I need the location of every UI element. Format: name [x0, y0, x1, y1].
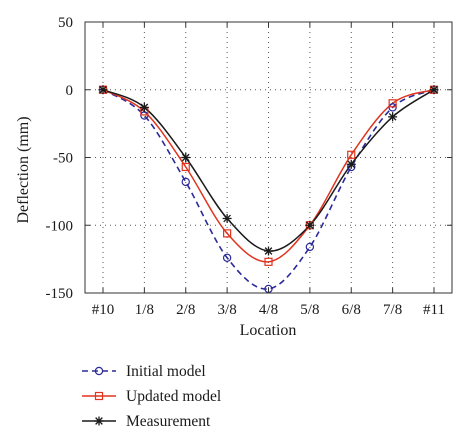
y-tick-label: -150	[46, 286, 74, 302]
marker-measurement	[305, 220, 315, 230]
x-axis-label: Location	[240, 322, 297, 339]
series-line-measurement	[102, 89, 435, 252]
marker-measurement	[98, 85, 108, 95]
marker-measurement	[139, 102, 149, 112]
x-tick-label: 5/8	[300, 302, 319, 318]
legend-label-measurement: Measurement	[126, 413, 211, 430]
y-axis-label: Deflection (mm)	[15, 116, 32, 223]
x-tick-label: #11	[423, 302, 445, 318]
legend-symbol-initial-model	[82, 366, 116, 376]
y-tick-label: 50	[58, 15, 73, 31]
marker-measurement	[181, 153, 191, 162]
marker-measurement	[429, 85, 439, 95]
marker-measurement	[346, 159, 356, 169]
legend-item-initial-model: Initial model	[82, 363, 206, 380]
series-line-initial-model	[102, 89, 435, 290]
marker-measurement	[222, 213, 232, 223]
x-tick-label: 6/8	[342, 302, 361, 318]
y-tick-label: 0	[66, 83, 74, 99]
x-tick-label: 2/8	[176, 302, 195, 318]
x-tick-label: 7/8	[383, 302, 402, 318]
legend-label-initial-model: Initial model	[126, 363, 206, 380]
marker-measurement	[388, 112, 398, 122]
marker-initial-model	[181, 177, 190, 187]
legend-item-updated-model: Updated model	[82, 388, 221, 405]
marker-updated-model	[347, 150, 356, 159]
x-tick-label: #10	[92, 302, 115, 318]
legend-marker	[94, 391, 104, 401]
marker-updated-model	[388, 99, 397, 108]
marker-updated-model	[181, 162, 190, 172]
legend-label-updated-model: Updated model	[126, 388, 221, 405]
marker-measurement	[264, 246, 273, 256]
legend-marker	[94, 366, 104, 376]
x-tick-label: 4/8	[259, 302, 278, 318]
marker-updated-model	[223, 229, 232, 238]
series-markers	[98, 85, 439, 294]
marker-initial-model	[305, 242, 315, 252]
marker-updated-model	[264, 257, 273, 266]
marker-initial-model	[222, 253, 232, 262]
y-tick-label: -50	[53, 151, 73, 167]
x-tick-label: 1/8	[135, 302, 154, 318]
y-tick-label: -100	[46, 218, 74, 234]
axis-ticks: #10 1/8 2/8 3/8 4/8 5/8 6/8 7/8 #11 50 0 -50 -100 -15…	[46, 15, 452, 318]
legend-symbol-updated-model	[82, 391, 116, 401]
legend-marker	[94, 416, 104, 426]
x-tick-label: 3/8	[218, 302, 237, 318]
series-lines	[102, 89, 435, 290]
series-line-updated-model	[102, 89, 435, 263]
legend: Initial model Updated model Measurement	[82, 363, 221, 430]
legend-item-measurement: Measurement	[82, 413, 211, 430]
legend-symbol-measurement	[82, 416, 116, 426]
